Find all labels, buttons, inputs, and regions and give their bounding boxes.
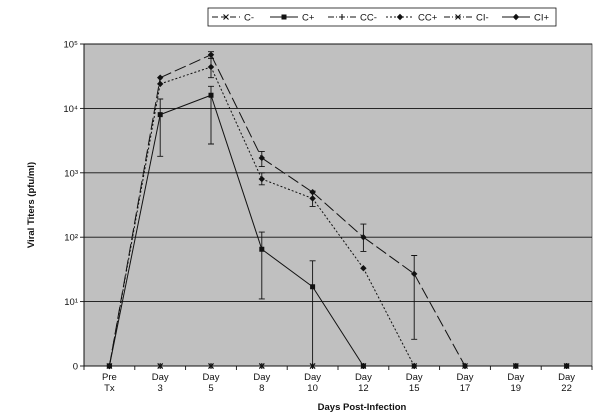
point-CI+-4 (309, 188, 316, 196)
line-CI+-4 (261, 157, 313, 193)
error-bar-CI+-6 (411, 255, 418, 340)
point-C+-4 (310, 284, 316, 290)
point-CC+-5 (360, 265, 367, 272)
line-CC+-3 (210, 66, 263, 180)
line-CI+-2 (159, 54, 212, 79)
line-CI+-5 (312, 191, 364, 238)
point-CI+-1 (157, 74, 164, 81)
legend-marker-CI- (455, 14, 461, 20)
x-tick-label-6: Day 15 (406, 372, 423, 394)
plot-area (83, 43, 593, 367)
y-tick-label-4: 10⁴ (63, 104, 78, 115)
y-tick-label-1: 10¹ (64, 297, 78, 308)
line-C+-1 (108, 114, 161, 367)
point-CI+-3 (258, 154, 265, 162)
point-CC+-1 (157, 80, 164, 88)
line-CC+-4 (261, 178, 313, 199)
point-C+-2 (208, 92, 214, 98)
legend-box (207, 7, 557, 27)
legend-marker-C- (223, 14, 229, 20)
x-tick-label-5: Day 12 (355, 372, 372, 394)
line-CI+-7 (413, 273, 466, 367)
x-tick-label-7: Day 17 (457, 372, 474, 394)
legend-label-CI+: CI+ (534, 13, 550, 24)
x-tick-label-8: Day 19 (507, 372, 524, 394)
point-CI+-5 (360, 234, 367, 241)
line-C+-4 (261, 248, 313, 288)
legend-label-C+: C+ (302, 13, 315, 24)
legend-label-CC-: CC- (360, 13, 377, 24)
line-C+-2 (160, 94, 212, 116)
line-CI+-6 (363, 236, 415, 275)
series-CI+ (106, 51, 469, 370)
y-tick-label-0: 0 (73, 362, 78, 373)
point-CI+-6 (411, 270, 418, 278)
y-axis-title: Viral Titers (pfu/ml) (26, 162, 37, 248)
y-tick-label-5: 10⁵ (63, 40, 78, 51)
legend-marker-CC- (339, 14, 345, 20)
legend-label-CC+: CC+ (418, 13, 438, 24)
line-C+-5 (312, 286, 364, 367)
point-CC+-3 (258, 175, 265, 183)
gridlines (84, 43, 592, 303)
point-C+-1 (157, 112, 163, 118)
line-CC+-2 (160, 66, 212, 85)
x-tick-label-1: Day 3 (152, 372, 169, 394)
x-tick-label-9: Day 22 (558, 372, 575, 394)
x-tick-label-0: Pre Tx (102, 372, 117, 394)
point-CI+-2 (207, 51, 215, 58)
line-CI+-3 (210, 54, 263, 159)
error-bar-C+-1 (157, 98, 164, 157)
legend-marker-CI+ (512, 13, 520, 21)
legend-marker-CC+ (396, 13, 404, 21)
legend-marker-C+ (281, 14, 287, 20)
line-C+-3 (210, 95, 263, 250)
error-bar-C+-3 (258, 231, 265, 300)
axes: 0 10¹ 10² 10³ 10⁴ 10⁵ Pre Tx Day 3 Day 5 Day 8 Day 10 Da… (63, 40, 593, 394)
x-axis-title: Days Post-Infection (318, 402, 407, 413)
legend: C- C+ CC- CC+ CI- CI+ (207, 7, 557, 27)
point-C+-3 (259, 246, 265, 252)
y-tick-label-3: 10³ (64, 168, 78, 179)
legend-label-C-: C- (244, 13, 254, 24)
line-CI+-1 (108, 77, 161, 367)
x-tick-label-2: Day 5 (203, 372, 220, 394)
point-CC+-2 (207, 63, 215, 71)
x-tick-label-4: Day 10 (304, 372, 321, 394)
legend-label-CI-: CI- (476, 13, 489, 24)
y-tick-label-2: 10² (64, 233, 78, 244)
point-CC+-4 (309, 195, 316, 202)
x-tick-label-3: Day 8 (253, 372, 270, 394)
